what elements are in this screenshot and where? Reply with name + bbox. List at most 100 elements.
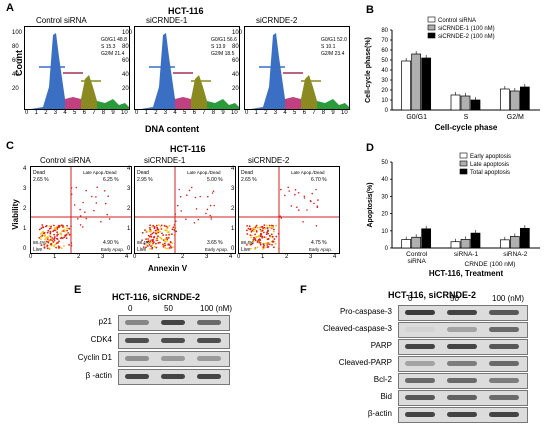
blot-band (489, 344, 519, 349)
scatter-point (108, 218, 111, 220)
scatter-point (47, 241, 50, 244)
scatter-point (169, 241, 172, 244)
scatter-point (53, 245, 55, 248)
blot-row-label: Bcl-2 (373, 375, 392, 384)
scatter-point (149, 235, 151, 238)
histogram-stat: S 15.3 (101, 44, 116, 50)
histogram-stat: G2/M 21.4 (101, 51, 125, 57)
blot-band (447, 361, 477, 366)
scatter-point (266, 246, 269, 249)
scatter-point (162, 234, 165, 236)
panel-b-letter: B (366, 4, 374, 16)
scatter-point (263, 231, 265, 234)
panel-e-letter: E (74, 284, 82, 296)
scatter-point (266, 231, 268, 234)
scatter-point (171, 228, 174, 231)
s-phase-area (175, 97, 193, 109)
scatter-point (310, 200, 312, 203)
scatter-point (56, 235, 58, 237)
x-tick-label: 4 (125, 254, 129, 260)
bar (411, 53, 422, 111)
debris-area (317, 99, 349, 109)
scatter-point (56, 226, 59, 229)
y-tick-label: 2 (127, 206, 131, 212)
x-axis-label: HCT-116, Treatment (429, 269, 504, 278)
scatter-point (41, 232, 44, 234)
scatter-point (275, 224, 277, 227)
scatter-point (157, 231, 160, 234)
scatter-point (262, 243, 265, 246)
y-tick-label: 0 (23, 246, 27, 252)
scatter-point (104, 202, 107, 205)
blot-band (405, 310, 435, 315)
legend-label: siCRNDE-2 (100 nM) (438, 34, 495, 40)
scatter-point (147, 234, 150, 237)
scatter-point (164, 238, 167, 241)
scatter-point (250, 236, 252, 239)
scatter-point (258, 234, 260, 237)
dose-label: 0 (408, 294, 413, 303)
scatter-point (297, 192, 300, 194)
y-tick-label: 2 (231, 206, 235, 212)
x-tick-label: 7 (312, 110, 316, 116)
scatter-point (147, 238, 149, 240)
scatter-point (166, 247, 168, 250)
scatter-point (262, 227, 264, 230)
blot-band (447, 412, 477, 417)
x-tick-label: 6 (82, 110, 86, 116)
panel-a-xlabel: DNA content (145, 124, 200, 134)
y-tick-label: 20 (122, 86, 129, 92)
blot-row-label: p21 (98, 317, 112, 326)
panel-c-ylabel: Viability (10, 199, 20, 230)
g2-peak (191, 75, 209, 109)
scatter-point (44, 234, 47, 237)
y-tick-label: 3 (231, 186, 235, 192)
scatter-point (250, 243, 253, 246)
x-tick-label: 9 (221, 110, 225, 116)
y-tick-label: 50 (381, 58, 388, 64)
scatter-point (43, 231, 46, 234)
blot-row-label: PARP (370, 341, 392, 350)
scatter-point (253, 228, 256, 231)
scatter-point (55, 228, 58, 231)
scatter-point (171, 242, 174, 245)
scatter-point (176, 204, 179, 207)
scatter-point (68, 234, 71, 236)
scatter-point (272, 240, 275, 243)
quad-live-label: Live (137, 247, 146, 253)
histogram-svg: G0/G1 56.6S 13.9G2/M 18.5 (141, 33, 239, 109)
y-tick-label: 3 (23, 186, 27, 192)
scatter-point (48, 225, 51, 227)
category-label: Control (406, 251, 428, 258)
x-tick-label: 2 (44, 110, 48, 116)
y-tick-label: 30 (381, 194, 388, 200)
panel-c-letter: C (6, 140, 14, 152)
scatter-point (40, 236, 42, 238)
x-tick-label: 0 (135, 110, 139, 116)
dotplot-title: siCRNDE-2 (248, 156, 290, 165)
scatter-point (271, 240, 274, 243)
dose-label: 50 (450, 294, 459, 303)
scatter-point (150, 235, 153, 238)
quad-dead-value: 2.95 % (137, 177, 153, 183)
scatter-point (73, 204, 76, 206)
scatter-point (159, 241, 161, 244)
scatter-point (46, 231, 49, 234)
bar (470, 232, 481, 249)
scatter-point (265, 242, 268, 245)
scatter-point (296, 206, 298, 208)
category-group-label: CRNDE (100 nM) (465, 261, 516, 268)
scatter-point (294, 193, 296, 196)
scatter-point (164, 241, 167, 243)
blot-row-label: Cyclin D1 (77, 353, 112, 362)
legend-swatch (459, 168, 468, 175)
scatter-point (149, 226, 151, 229)
scatter-point (39, 238, 42, 240)
scatter-point (273, 246, 275, 249)
scatter-point (268, 224, 271, 227)
y-tick-label: 10 (381, 229, 388, 235)
blot-row-label: β -actin (85, 371, 112, 380)
dotplot-title: siCRNDE-1 (144, 156, 186, 165)
scatter-point (156, 227, 159, 230)
